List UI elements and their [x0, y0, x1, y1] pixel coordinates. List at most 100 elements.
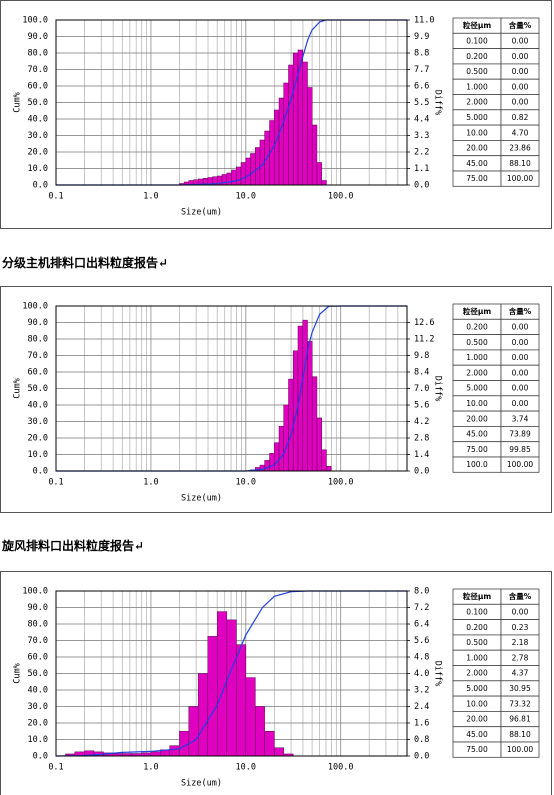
bar	[326, 466, 332, 472]
table-cell	[500, 741, 540, 758]
x-tick-label: 0.1	[48, 192, 63, 202]
y2-tick-label: 6.6	[414, 82, 429, 92]
x-tick-label: 10.0	[236, 192, 256, 202]
y-tick-label: 0.0	[33, 181, 48, 191]
table-cell-text: 0.200	[466, 623, 488, 632]
y2-axis-title: Diff%	[433, 661, 443, 687]
y-tick-label: 80.0	[28, 49, 48, 59]
table-cell-text: 100.00	[507, 174, 533, 183]
table-cell-text: 0.00	[512, 399, 529, 408]
table-cell-text: 1.000	[466, 653, 488, 662]
table-cell-text: 0.00	[512, 368, 529, 377]
x-tick-label: 100.0	[328, 478, 354, 488]
table-cell-text: 0.00	[512, 98, 529, 107]
heading: 分级主机排料口出料粒度报告↵	[2, 256, 169, 270]
x-axis-title: Size(um)	[181, 779, 222, 789]
table-cell-text: 100.00	[507, 745, 533, 754]
y-tick-label: 90.0	[28, 603, 48, 613]
y2-tick-label: 4.2	[414, 417, 429, 427]
y-tick-label: 70.0	[28, 636, 48, 646]
bar	[288, 64, 294, 186]
bar	[321, 180, 327, 186]
y2-tick-label: 11.0	[414, 16, 434, 26]
table-cell-text: 45.00	[466, 730, 488, 739]
x-tick-label: 10.0	[236, 478, 256, 488]
table-cell-text: 75.00	[466, 745, 488, 754]
table-cell-text: 0.500	[466, 338, 488, 347]
bar	[198, 673, 209, 757]
bar	[283, 404, 289, 472]
table-cell-text: 0.23	[512, 623, 529, 632]
table-header: 含量%	[509, 306, 532, 316]
x-tick-label: 0.1	[48, 763, 63, 773]
y2-tick-label: 5.6	[414, 636, 429, 646]
x-axis-title: Size(um)	[181, 494, 222, 504]
x-tick-label: 1.0	[143, 478, 158, 488]
table-cell-text: 0.00	[512, 338, 529, 347]
bar	[302, 319, 308, 472]
table-cell	[500, 456, 540, 473]
y-tick-label: 70.0	[28, 351, 48, 361]
y2-tick-label: 6.4	[414, 620, 429, 630]
y-axis-title: Cum%	[13, 663, 23, 683]
x-tick-label: 0.1	[48, 478, 63, 488]
bar	[316, 162, 322, 186]
bar	[226, 619, 237, 757]
table-header: 含量%	[509, 591, 532, 601]
y-tick-label: 50.0	[28, 669, 48, 679]
cumulative-line	[55, 590, 407, 757]
report-panel: 0.1 1.0 10.0 100.0 0.0 10.0 20.0 30.0 40.0 50.0 60…	[0, 571, 552, 795]
plot-frame	[55, 19, 408, 186]
y2-tick-label: 2.2	[414, 148, 429, 158]
y-tick-label: 60.0	[28, 368, 48, 378]
table-header: 粒径μm	[463, 20, 492, 30]
bar	[226, 172, 232, 186]
table-cell-text: 96.81	[509, 715, 531, 724]
y-tick-label: 40.0	[28, 686, 48, 696]
table-cell-text: 0.500	[466, 67, 488, 76]
table-header: 粒径μm	[463, 591, 492, 601]
y-tick-label: 60.0	[28, 653, 48, 663]
y-tick-label: 10.0	[28, 450, 48, 460]
table-cell-text: 3.74	[512, 414, 529, 423]
x-tick-label: 100.0	[328, 192, 354, 202]
x-tick-label: 10.0	[236, 763, 256, 773]
table-cell-text: 73.89	[509, 430, 531, 439]
y2-tick-label: 1.6	[414, 719, 429, 729]
y2-tick-label: 0.8	[414, 735, 429, 745]
x-tick-label: 1.0	[143, 763, 158, 773]
y-tick-label: 0.0	[33, 752, 48, 762]
report-panel: 0.1 1.0 10.0 100.0 0.0 10.0 20.0 30.0 40.0 50.0 60…	[0, 0, 552, 229]
y2-tick-label: 1.4	[414, 450, 429, 460]
y2-tick-label: 2.8	[414, 434, 429, 444]
x-tick-label: 100.0	[328, 763, 354, 773]
y-tick-label: 80.0	[28, 620, 48, 630]
y-tick-label: 100.0	[22, 302, 48, 312]
bar	[278, 97, 284, 186]
table-cell-text: 45.00	[466, 159, 488, 168]
cumulative-line	[56, 305, 407, 472]
table-cell-text: 0.00	[512, 607, 529, 616]
table-cell-text: 0.100	[466, 607, 488, 616]
table-cell-text: 0.00	[512, 67, 529, 76]
y-tick-label: 90.0	[28, 318, 48, 328]
y2-tick-label: 12.6	[414, 318, 434, 328]
report-panel: 0.1 1.0 10.0 100.0 0.0 10.0 20.0 30.0 40.0 50.0 60…	[0, 286, 552, 513]
chart: 0.1 1.0 10.0 100.0 0.0 10.0 20.0 30.0 40.0 50.0 60…	[13, 16, 540, 218]
y-tick-label: 0.0	[33, 467, 48, 477]
y-tick-label: 30.0	[28, 702, 48, 712]
bar	[255, 706, 265, 757]
table-cell-text: 2.78	[512, 653, 529, 662]
table-cell-text: 88.10	[509, 159, 531, 168]
y2-axis-title: Diff%	[433, 90, 443, 116]
bar	[236, 644, 247, 757]
table-cell-text: 20.00	[466, 715, 488, 724]
bar	[274, 747, 284, 757]
y-tick-label: 20.0	[28, 148, 48, 158]
table-cell-text: 0.500	[466, 638, 488, 647]
y-tick-label: 20.0	[28, 434, 48, 444]
table-cell-text: 2.000	[466, 368, 488, 377]
y-tick-label: 40.0	[28, 401, 48, 411]
table-cell-text: 0.00	[512, 82, 529, 91]
